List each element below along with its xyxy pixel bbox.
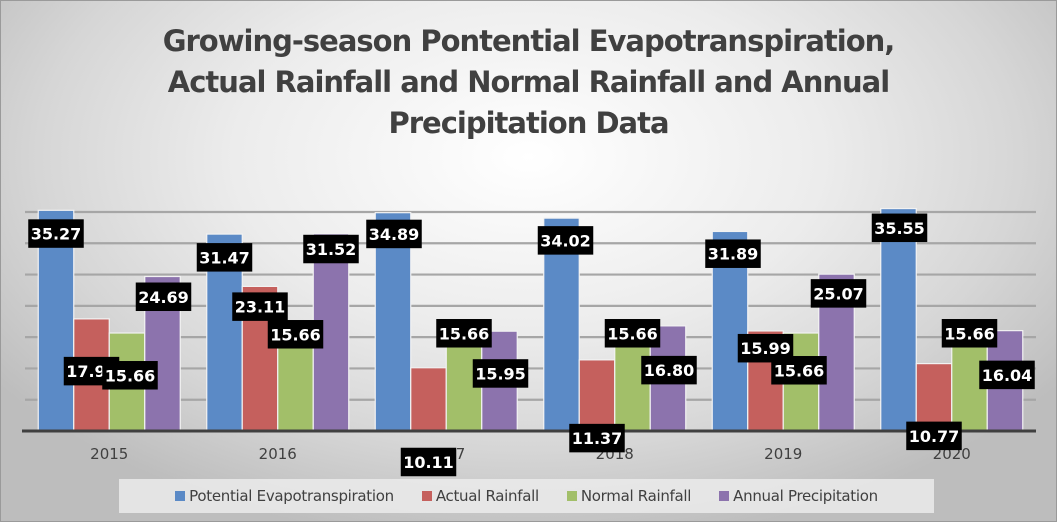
- data-label-box: [569, 423, 625, 453]
- data-label-text: 15.66: [270, 325, 321, 344]
- data-label-box: [303, 234, 359, 264]
- data-label-text: 16.80: [644, 361, 695, 380]
- data-label-box: [366, 219, 422, 249]
- data-label-text: 31.52: [306, 240, 357, 259]
- data-label-text: 15.66: [774, 361, 825, 380]
- legend-item: Actual Rainfall: [421, 487, 539, 505]
- legend-label: Annual Precipitation: [733, 487, 878, 505]
- data-label-box: [941, 319, 998, 348]
- data-label-text: 16.04: [982, 366, 1033, 385]
- data-label: 11.37: [569, 423, 625, 453]
- data-label-box: [906, 421, 962, 451]
- data-label-box: [810, 279, 867, 308]
- bar: [410, 367, 447, 432]
- data-label-text: 15.66: [439, 324, 490, 343]
- data-label-box: [400, 447, 457, 477]
- chart-title: Growing-season Pontential Evapotranspira…: [162, 24, 896, 140]
- legend-label: Normal Rainfall: [580, 487, 692, 505]
- legend-item: Normal Rainfall: [566, 487, 692, 505]
- legend-item: Potential Evapotranspiration: [175, 487, 394, 505]
- data-label-text: 35.55: [874, 219, 925, 238]
- data-label-text: 23.11: [235, 298, 286, 317]
- x-tick-label: 2015: [90, 445, 128, 463]
- data-label-box: [232, 292, 288, 321]
- data-label: 23.11: [232, 292, 288, 321]
- data-label-box: [979, 360, 1035, 390]
- bar: [277, 332, 314, 432]
- data-label-box: [28, 219, 84, 248]
- data-label-text: 31.47: [199, 248, 250, 267]
- data-label-box: [871, 213, 928, 243]
- data-label: 15.66: [436, 319, 492, 348]
- data-label-box: [604, 319, 661, 348]
- legend-swatch: [421, 491, 432, 501]
- data-label-text: 34.89: [369, 225, 420, 244]
- data-label: 31.52: [303, 234, 359, 264]
- data-label-box: [196, 243, 253, 272]
- data-label: 15.66: [771, 356, 827, 385]
- x-tick-label: 2016: [259, 445, 297, 463]
- data-label-box: [641, 355, 697, 385]
- data-label-text: 10.77: [909, 427, 960, 446]
- bar: [880, 207, 917, 432]
- x-tick-label: 2019: [764, 445, 802, 463]
- legend-swatch: [175, 491, 186, 501]
- data-label: 31.47: [196, 243, 253, 272]
- data-label: 31.89: [705, 239, 761, 268]
- data-label-text: 15.66: [944, 324, 995, 343]
- data-label: 10.11: [400, 447, 457, 477]
- data-label-text: 34.02: [540, 231, 591, 250]
- data-label-text: 35.27: [31, 225, 82, 244]
- legend-label: Actual Rainfall: [435, 487, 539, 505]
- data-label-box: [537, 226, 594, 255]
- bar: [578, 359, 616, 432]
- data-label: 15.66: [102, 361, 158, 390]
- data-label-text: 15.95: [475, 364, 526, 383]
- data-label-text: 24.69: [138, 288, 189, 307]
- data-label-text: 31.89: [708, 245, 759, 264]
- data-label-text: 11.37: [572, 429, 623, 448]
- data-label-text: 15.66: [105, 366, 156, 385]
- data-label: 34.89: [366, 219, 422, 249]
- data-label: 15.66: [604, 319, 661, 348]
- legend: Potential Evapotranspiration Actual Rainf…: [119, 479, 934, 513]
- bar: [374, 212, 412, 432]
- data-label-box: [267, 320, 324, 349]
- data-label-box: [135, 282, 192, 312]
- data-label: 15.66: [267, 320, 324, 349]
- legend-swatch: [566, 491, 577, 501]
- data-label-box: [102, 361, 158, 390]
- data-label: 10.77: [906, 421, 962, 451]
- data-label: 16.04: [979, 360, 1035, 390]
- data-label: 35.27: [28, 219, 84, 248]
- data-label: 15.95: [472, 359, 529, 388]
- data-label-text: 15.66: [607, 324, 658, 343]
- data-label-text: 15.99: [740, 339, 791, 358]
- data-label: 15.66: [941, 319, 998, 348]
- data-label: 24.69: [135, 282, 192, 312]
- bar: [915, 363, 953, 432]
- data-label: 34.02: [537, 226, 594, 255]
- data-label: 25.07: [810, 279, 867, 308]
- data-label-text: 25.07: [813, 284, 864, 303]
- data-label-box: [705, 239, 761, 268]
- data-label-box: [472, 359, 529, 388]
- legend-label: Potential Evapotranspiration: [189, 487, 394, 505]
- legend-swatch: [719, 491, 730, 501]
- data-label-text: 10.11: [403, 453, 454, 472]
- data-label: 16.80: [641, 355, 697, 385]
- legend-item: Annual Precipitation: [719, 487, 878, 505]
- data-label-box: [436, 319, 492, 348]
- data-label: 35.55: [871, 213, 928, 243]
- data-label-box: [771, 356, 827, 385]
- data-label: 15.99: [737, 333, 794, 363]
